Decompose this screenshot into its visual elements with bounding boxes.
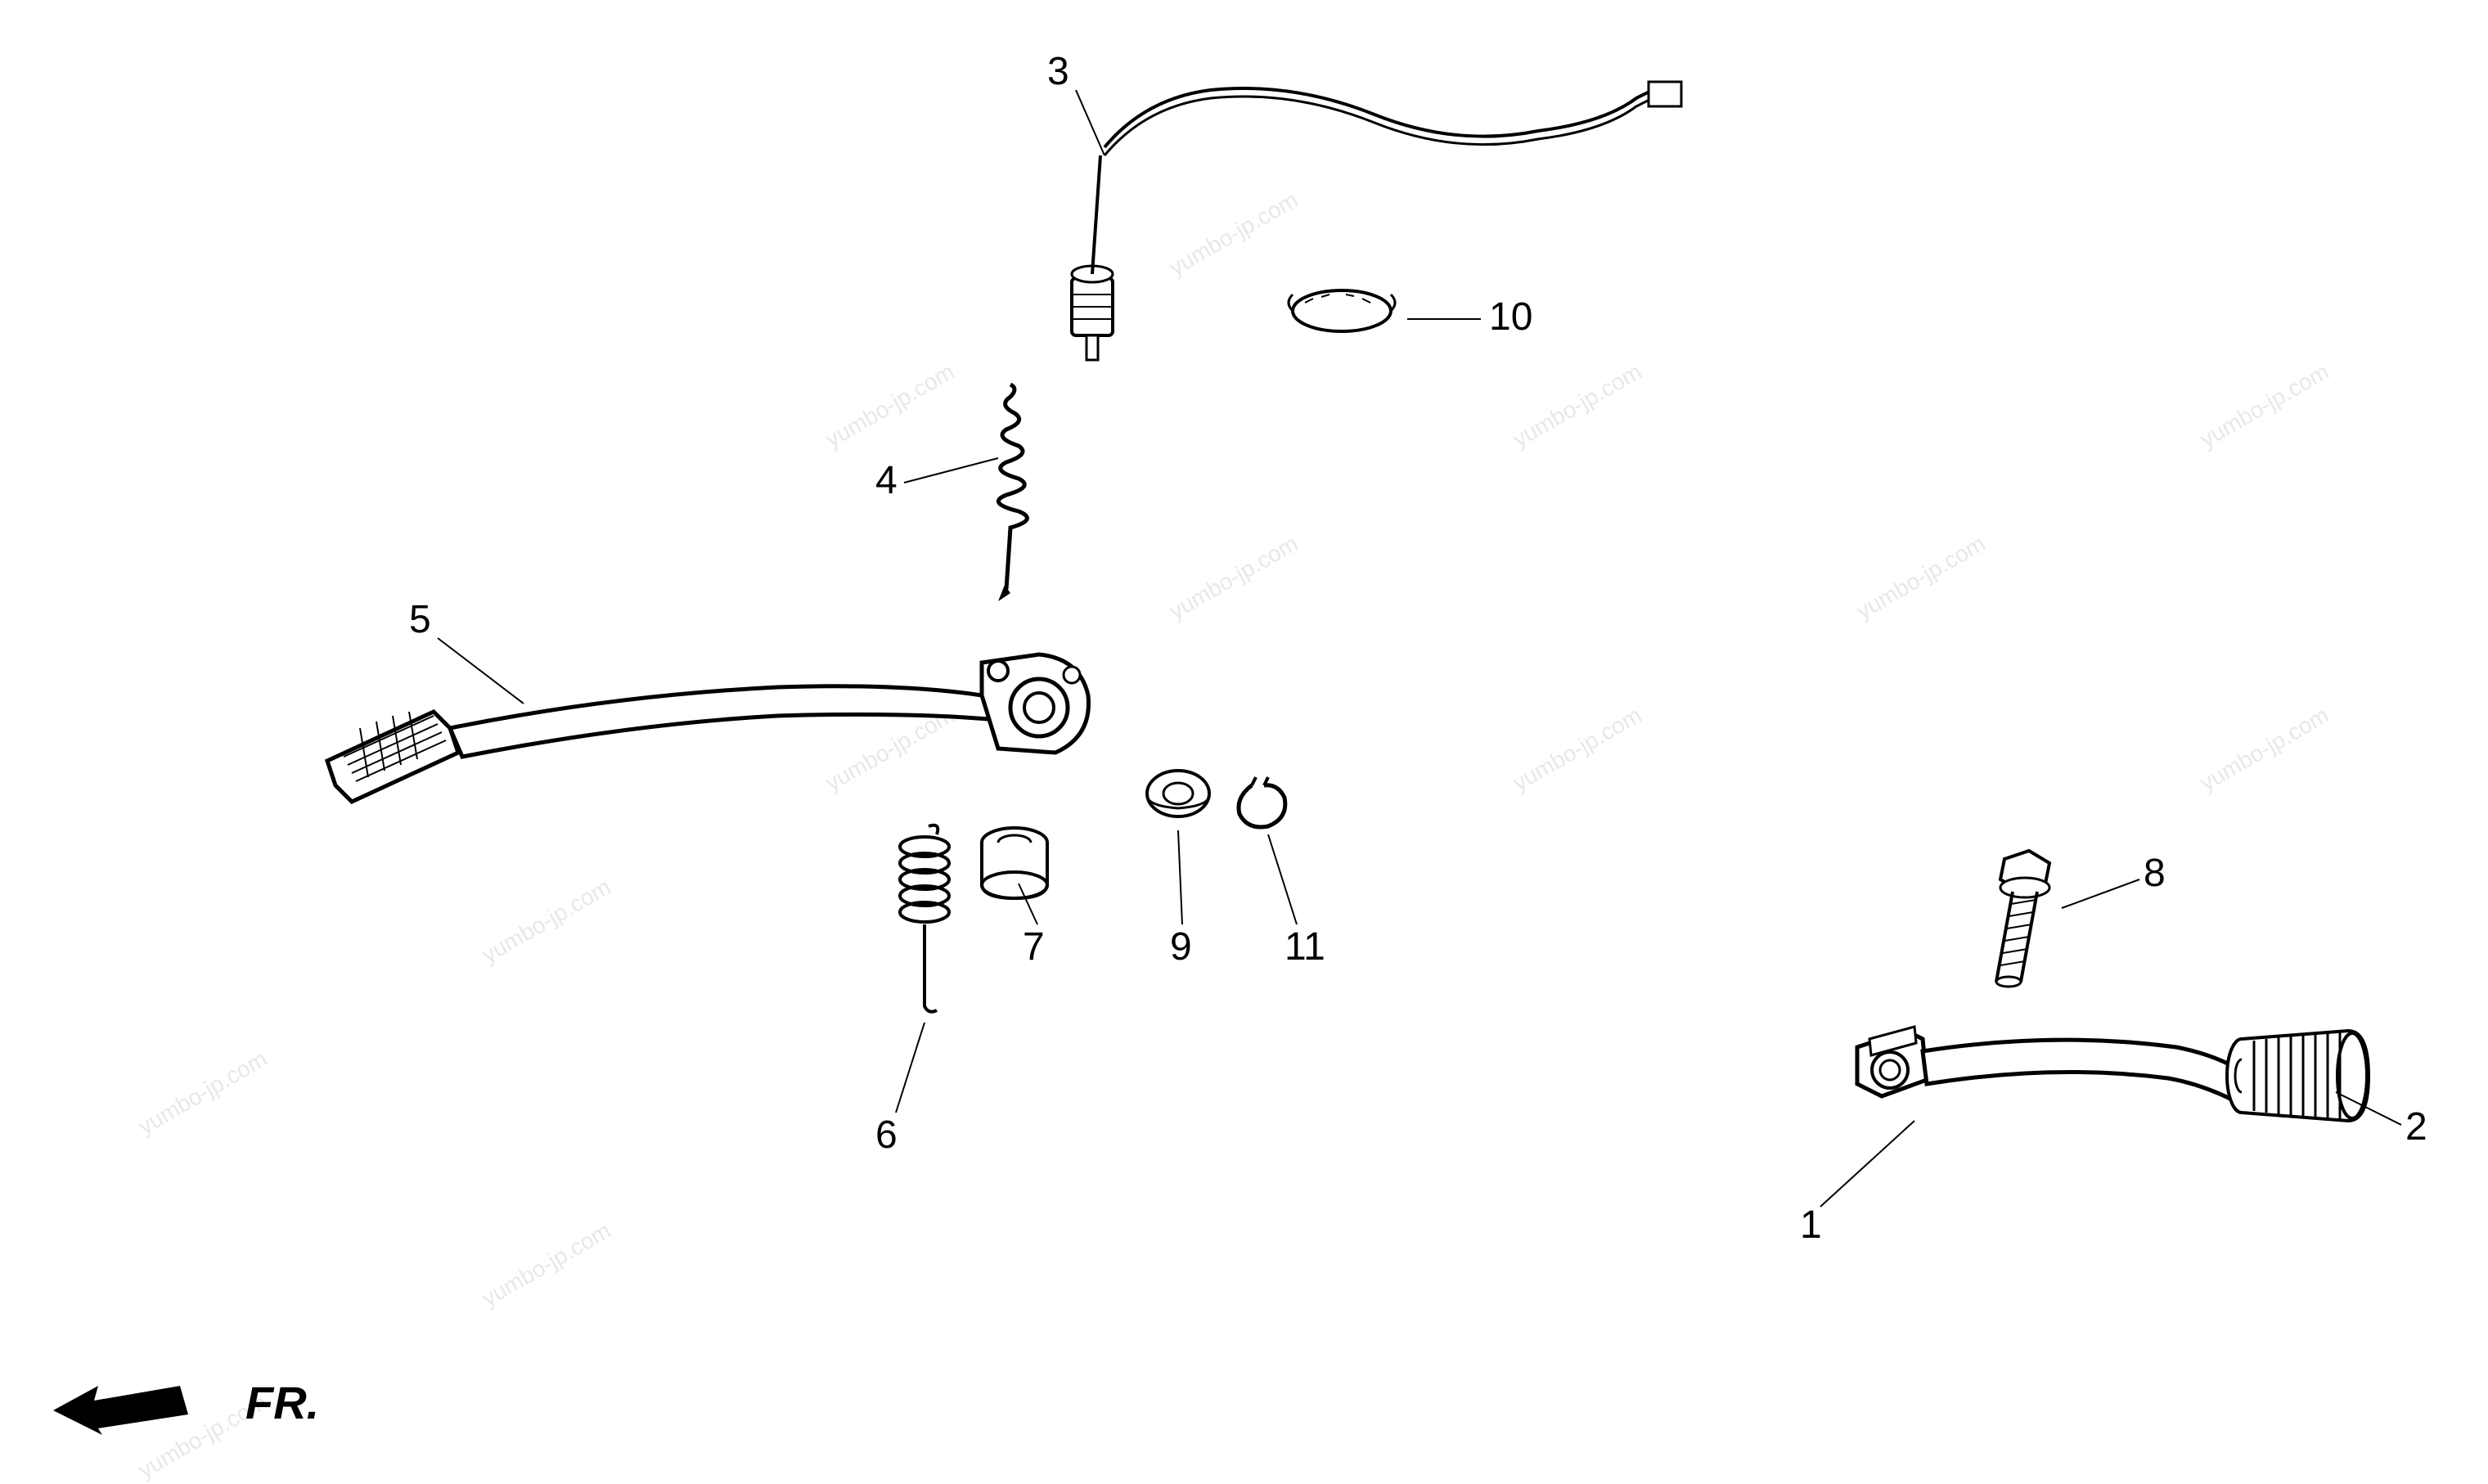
washer-part [1137, 761, 1219, 834]
callout-3: 3 [1047, 49, 1069, 94]
callout-2: 2 [2405, 1104, 2427, 1149]
watermark: yumbo-jp.com [1509, 702, 1646, 797]
watermark: yumbo-jp.com [821, 358, 959, 453]
switch-spring-part [949, 376, 1072, 605]
rubber-grip-part [2209, 1014, 2389, 1153]
callout-8: 8 [2144, 851, 2166, 896]
watermark: yumbo-jp.com [1852, 530, 1990, 625]
callout-6: 6 [875, 1113, 898, 1158]
front-direction-indicator: FR. [49, 1369, 319, 1435]
watermark: yumbo-jp.com [2196, 358, 2333, 453]
parts-diagram: yumbo-jp.com yumbo-jp.com yumbo-jp.com y… [0, 0, 2488, 1468]
callout-9: 9 [1170, 924, 1192, 969]
collar-part [965, 818, 1064, 916]
watermark: yumbo-jp.com [134, 1046, 272, 1140]
fr-arrow-icon [49, 1369, 237, 1435]
watermark: yumbo-jp.com [1165, 530, 1302, 625]
wire-band-part [1268, 270, 1415, 352]
callout-11: 11 [1284, 924, 1325, 969]
callout-10: 10 [1489, 295, 1532, 340]
callout-5: 5 [409, 597, 431, 642]
callout-1: 1 [1800, 1203, 1822, 1248]
fr-label: FR. [245, 1376, 319, 1429]
callout-7: 7 [1023, 924, 1045, 969]
watermark: yumbo-jp.com [2196, 702, 2333, 797]
snap-ring-part [1227, 769, 1301, 843]
callout-4: 4 [875, 458, 898, 503]
watermark: yumbo-jp.com [478, 1217, 615, 1312]
